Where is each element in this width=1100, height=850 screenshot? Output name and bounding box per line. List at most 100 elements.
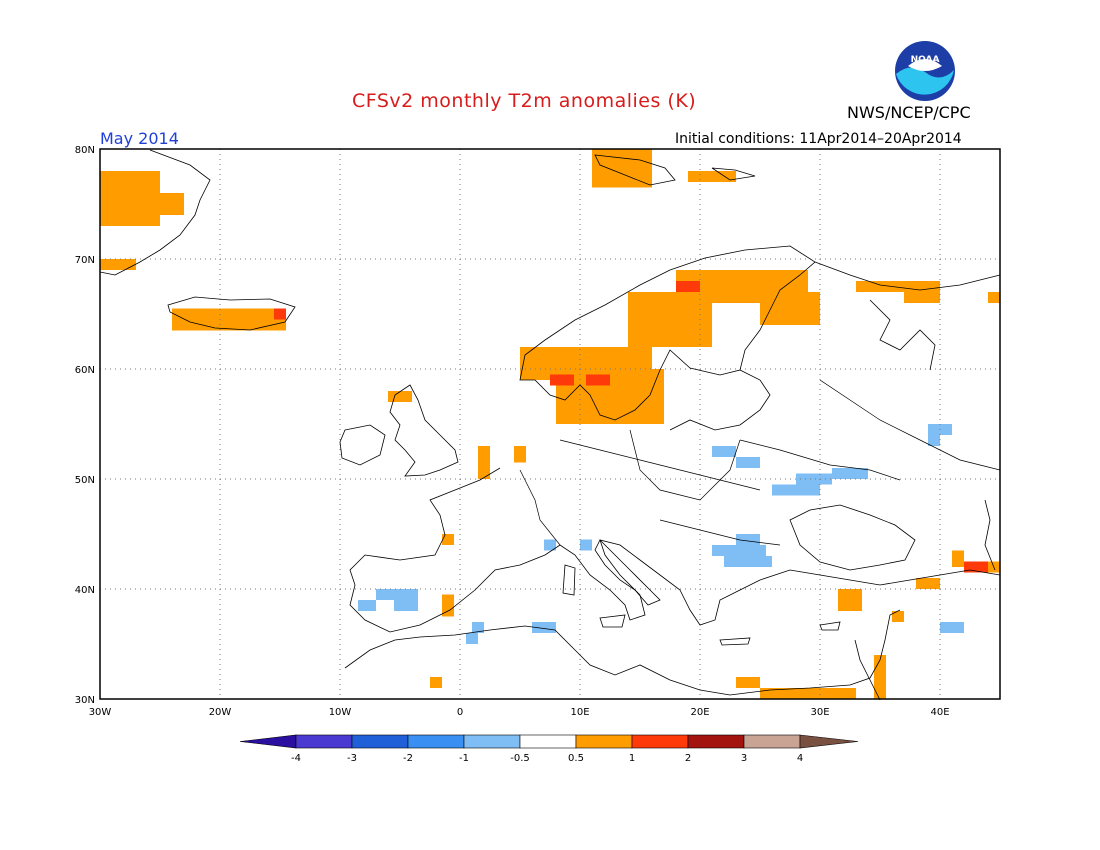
longitude-tick-label: 20E [690,707,709,718]
anomaly-patch [736,457,760,468]
anomaly-patch [544,539,556,551]
coast-britain [389,384,459,477]
latitude-tick-label: 40N [75,585,95,596]
anomaly-patch [688,171,736,182]
map-gridlines [100,149,1000,699]
legend-swatch [575,734,633,749]
anomaly-patch [376,589,394,600]
anomaly-patch [586,374,610,386]
latitude-tick-label: 70N [75,255,95,266]
legend-tick-label: 2 [685,753,691,764]
coast-sardinia [562,564,576,596]
border-france-germany [519,469,561,546]
border-ukraine [739,439,901,481]
anomaly-patch [100,171,160,226]
latitude-tick-label: 30N [75,695,95,706]
legend-tick-label: -0.5 [510,753,530,764]
coast-svalbard [594,154,676,186]
longitude-tick-label: 40E [930,707,949,718]
anomaly-patch [838,589,862,611]
coast-levant [854,639,881,701]
longitude-tick-label: 30E [810,707,829,718]
coast-scandinavia [519,245,816,421]
map-frame [99,148,1001,700]
longitude-tick-label: 30W [89,707,112,718]
legend-swatch [743,734,801,749]
latitude-tick-label: 60N [75,365,95,376]
legend-tick-label: -4 [291,753,301,764]
coast-svalbard-east [711,167,756,181]
anomaly-patch [736,534,760,545]
legend-tick-label: 0.5 [568,753,584,764]
anomaly-patch [172,308,286,331]
coast-sicily [599,614,626,628]
anomaly-patch [928,435,940,446]
anomaly-patch [988,292,1000,303]
anomaly-patch [388,391,412,402]
anomaly-patch [478,446,490,479]
anomaly-patch [772,484,820,496]
anomaly-patch [712,545,766,556]
legend-swatch [519,734,577,749]
coast-crete [719,637,751,646]
anomaly-patch [358,600,376,611]
longitude-labels: 30W 20W 10W 0 10E 20E 30E 40E [89,707,950,718]
coast-caspian [984,499,996,571]
coast-greenland [99,149,211,276]
anomaly-patch [472,622,484,633]
longitude-tick-label: 10E [570,707,589,718]
noaa-logo-icon: NOAA [895,41,955,101]
legend-swatch [463,734,521,749]
anomaly-patch [832,468,868,479]
border-russia [819,379,1001,471]
coast-finland [669,369,771,431]
logo-text: NOAA [911,55,940,65]
anomaly-patches [100,149,1000,699]
anomaly-patch [100,259,136,270]
anomaly-patch [676,281,700,292]
anomaly-patch [760,292,820,325]
latitude-labels: 30N 40N 50N 60N 70N 80N [75,145,95,706]
legend-tick-label: 1 [629,753,635,764]
anomaly-patch [394,589,418,611]
legend-swatch [351,734,409,749]
coast-north-africa [344,609,901,696]
legend-swatch [687,734,745,749]
border-poland [629,429,741,501]
legend-tick-label: 3 [741,753,747,764]
anomaly-patch [796,473,832,485]
coast-kola [814,261,1001,291]
coast-ireland [339,424,386,466]
legend-swatch [295,734,353,749]
anomaly-patch [760,688,856,699]
initial-conditions: Initial conditions: 11Apr2014–20Apr2014 [675,131,962,147]
latitude-tick-label: 80N [75,145,95,156]
legend-swatch [631,734,689,749]
anomaly-patch [550,374,574,386]
anomaly-patch [274,308,286,320]
coastlines [99,149,1001,701]
anomaly-patch [160,193,184,215]
anomaly-patch [592,149,652,188]
anomaly-patch [442,534,454,545]
anomaly-patch [430,677,442,688]
anomaly-patch [514,446,526,463]
legend-tick-label: -1 [459,753,469,764]
anomaly-patch [856,281,904,292]
border-balkan [659,519,781,546]
agency-label: NWS/NCEP/CPC [847,103,971,122]
anomaly-patch [916,578,940,589]
longitude-tick-label: 20W [209,707,232,718]
forecast-month: May 2014 [100,129,179,148]
coast-iceland [167,296,296,331]
coast-cyprus [819,621,841,631]
anomaly-patch [466,633,478,644]
anomaly-patch [892,611,904,622]
legend-tick-label: 4 [797,753,803,764]
coast-black-sea [789,504,916,571]
legend-tick-label: -2 [403,753,413,764]
anomaly-patch [904,281,940,303]
anomaly-patch [712,446,736,457]
anomaly-patch [952,550,964,567]
